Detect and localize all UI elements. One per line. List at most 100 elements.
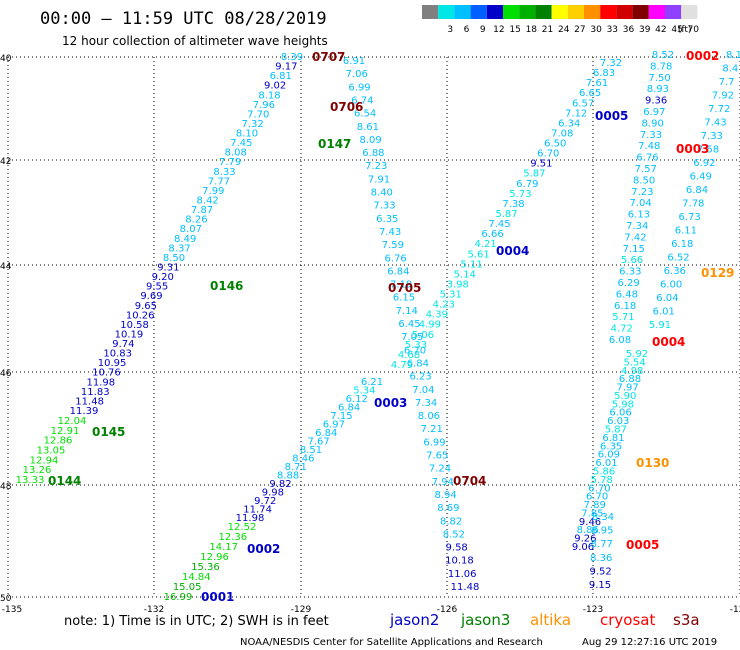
wave-height-value: 7.12 (565, 108, 587, 119)
page-title: 00:00 – 11:59 UTC 08/28/2019 (40, 9, 327, 29)
wave-height-value: 8.71 (285, 462, 307, 473)
wave-height-value: 6.52 (667, 253, 689, 264)
wave-height-value: 7.91 (368, 174, 390, 185)
color-legend: 3 6 9 12 15 18 21 24 27 30 33 36 39 42 45 70(ft) (422, 5, 699, 35)
wave-height-value: 7.32 (242, 119, 264, 130)
wave-height-value: 8.4 (722, 64, 738, 75)
wave-height-value: 5.14 (454, 269, 476, 280)
wave-height-value: 10.95 (98, 358, 127, 369)
wave-height-value: 5.54 (624, 357, 646, 368)
wave-height-value: 6.48 (616, 289, 638, 300)
wave-height-value: 11.74 (243, 505, 272, 516)
wave-height-value: 6.45 (398, 319, 420, 330)
wave-height-value: 12.04 (58, 416, 87, 427)
wave-height-value: 7.50 (648, 73, 670, 84)
legend-value: 70 (688, 25, 700, 35)
latitude-tick: 50 (0, 594, 12, 604)
wave-height-value: 8.52 (652, 50, 674, 61)
wave-height-value: 7.65 (426, 451, 448, 462)
wave-height-value: 6.74 (351, 95, 373, 106)
satellite-name-cryosat: cryosat (600, 611, 655, 629)
latitude-tick: 44 (0, 262, 12, 272)
wave-height-value: 11.98 (87, 377, 116, 388)
wave-height-value: 9.20 (152, 272, 174, 283)
wave-height-value: 4.39 (426, 310, 448, 321)
wave-height-value: 8.46 (292, 454, 314, 465)
wave-height-value: 7.87 (191, 205, 213, 216)
wave-height-value: 6.09 (598, 450, 620, 461)
wave-height-value: 9.58 (446, 543, 468, 554)
wave-height-value: 9.31 (157, 262, 179, 273)
latitude-tick: 40 (0, 54, 12, 64)
wave-height-value: 8.88 (277, 471, 299, 482)
wave-height-value: 8.36 (590, 553, 612, 564)
legend-swatch (454, 5, 471, 19)
wave-height-value: 6.70 (404, 345, 426, 356)
wave-height-value: 6.76 (636, 153, 658, 164)
legend-swatch (470, 5, 487, 19)
satellite-name-s3a: s3a (673, 611, 700, 629)
wave-height-value: 11.48 (451, 582, 480, 593)
wave-height-value: 7.33 (640, 130, 662, 141)
wave-height-value: 10.76 (92, 368, 121, 379)
wave-height-value: 8.69 (437, 503, 459, 514)
wave-height-value: 7.08 (551, 128, 573, 139)
wave-height-value: 6.33 (619, 267, 641, 278)
wave-height-value: 7.48 (638, 141, 660, 152)
wave-height-value: 5.31 (440, 290, 462, 301)
wave-height-value: 4.79 (391, 360, 413, 371)
wave-height-value: 5.71 (612, 312, 634, 323)
wave-height-value: 3.98 (447, 279, 469, 290)
wave-height-value: 11.83 (81, 387, 110, 398)
legend-value: 42 (655, 25, 666, 35)
wave-height-value: 12.96 (200, 552, 229, 563)
wave-height-value: 8.94 (434, 490, 456, 501)
wave-height-value: 5.06 (412, 330, 434, 341)
wave-height-value: 7.43 (379, 227, 401, 238)
wave-height-value: 6.84 (387, 266, 409, 277)
wave-height-value: 9.17 (275, 62, 297, 73)
legend-swatch (681, 5, 698, 19)
wave-height-value: 9.46 (579, 517, 601, 528)
wave-height-value: 7.33 (701, 131, 723, 142)
wave-height-value: 9.55 (146, 282, 168, 293)
satellite-name-jason2: jason2 (389, 611, 439, 629)
track-id-label: 0705 (388, 281, 421, 295)
wave-height-value: 7.45 (230, 138, 252, 149)
wave-height-value: 6.70 (588, 483, 610, 494)
track-id-labels: 0707 0706 0147 0146 0145 0144 0705 0704 0003 0002… (48, 49, 734, 604)
wave-height-value: 7.34 (626, 221, 648, 232)
wave-height-value: 11.98 (236, 513, 265, 524)
wave-height-value: 6.21 (361, 377, 383, 388)
track-id-label: 0005 (626, 538, 659, 552)
wave-height-value: 6.13 (628, 210, 650, 221)
track-id-label: 0706 (330, 100, 363, 114)
page-subtitle: 12 hour collection of altimeter wave hei… (62, 34, 328, 48)
wave-height-value: 7.32 (600, 58, 622, 69)
latitude-tick: 48 (0, 482, 12, 492)
track-id-label: 0130 (636, 456, 669, 470)
wave-height-value: 4.72 (611, 324, 633, 335)
latitude-tick: 42 (0, 157, 11, 167)
wave-height-value: 5.91 (649, 320, 671, 331)
wave-height-value: 6.57 (572, 98, 594, 109)
longitude-tick: -132 (144, 605, 164, 615)
track-id-label: 0147 (318, 137, 351, 151)
legend-swatch (503, 5, 520, 19)
legend-swatch (665, 5, 682, 19)
wave-height-value: 12.86 (44, 436, 73, 447)
legend-swatch (600, 5, 617, 19)
wave-height-value: 9.06 (572, 542, 594, 553)
legend-value: 9 (480, 25, 486, 35)
wave-height-value: 6.35 (600, 441, 622, 452)
track-id-label: 0145 (92, 425, 125, 439)
wave-height-value: 7.14 (396, 306, 418, 317)
wave-height-value: 4.23 (433, 300, 455, 311)
wave-height-value: 10.58 (120, 320, 149, 331)
track-id-label: 0002 (686, 49, 719, 63)
wave-height-value: 6.01 (653, 307, 675, 318)
wave-height-value: 6.88 (619, 374, 641, 385)
wave-height-value: 6.11 (675, 226, 697, 237)
wave-height-value: 6.23 (409, 372, 431, 383)
legend-swatch (438, 5, 455, 19)
